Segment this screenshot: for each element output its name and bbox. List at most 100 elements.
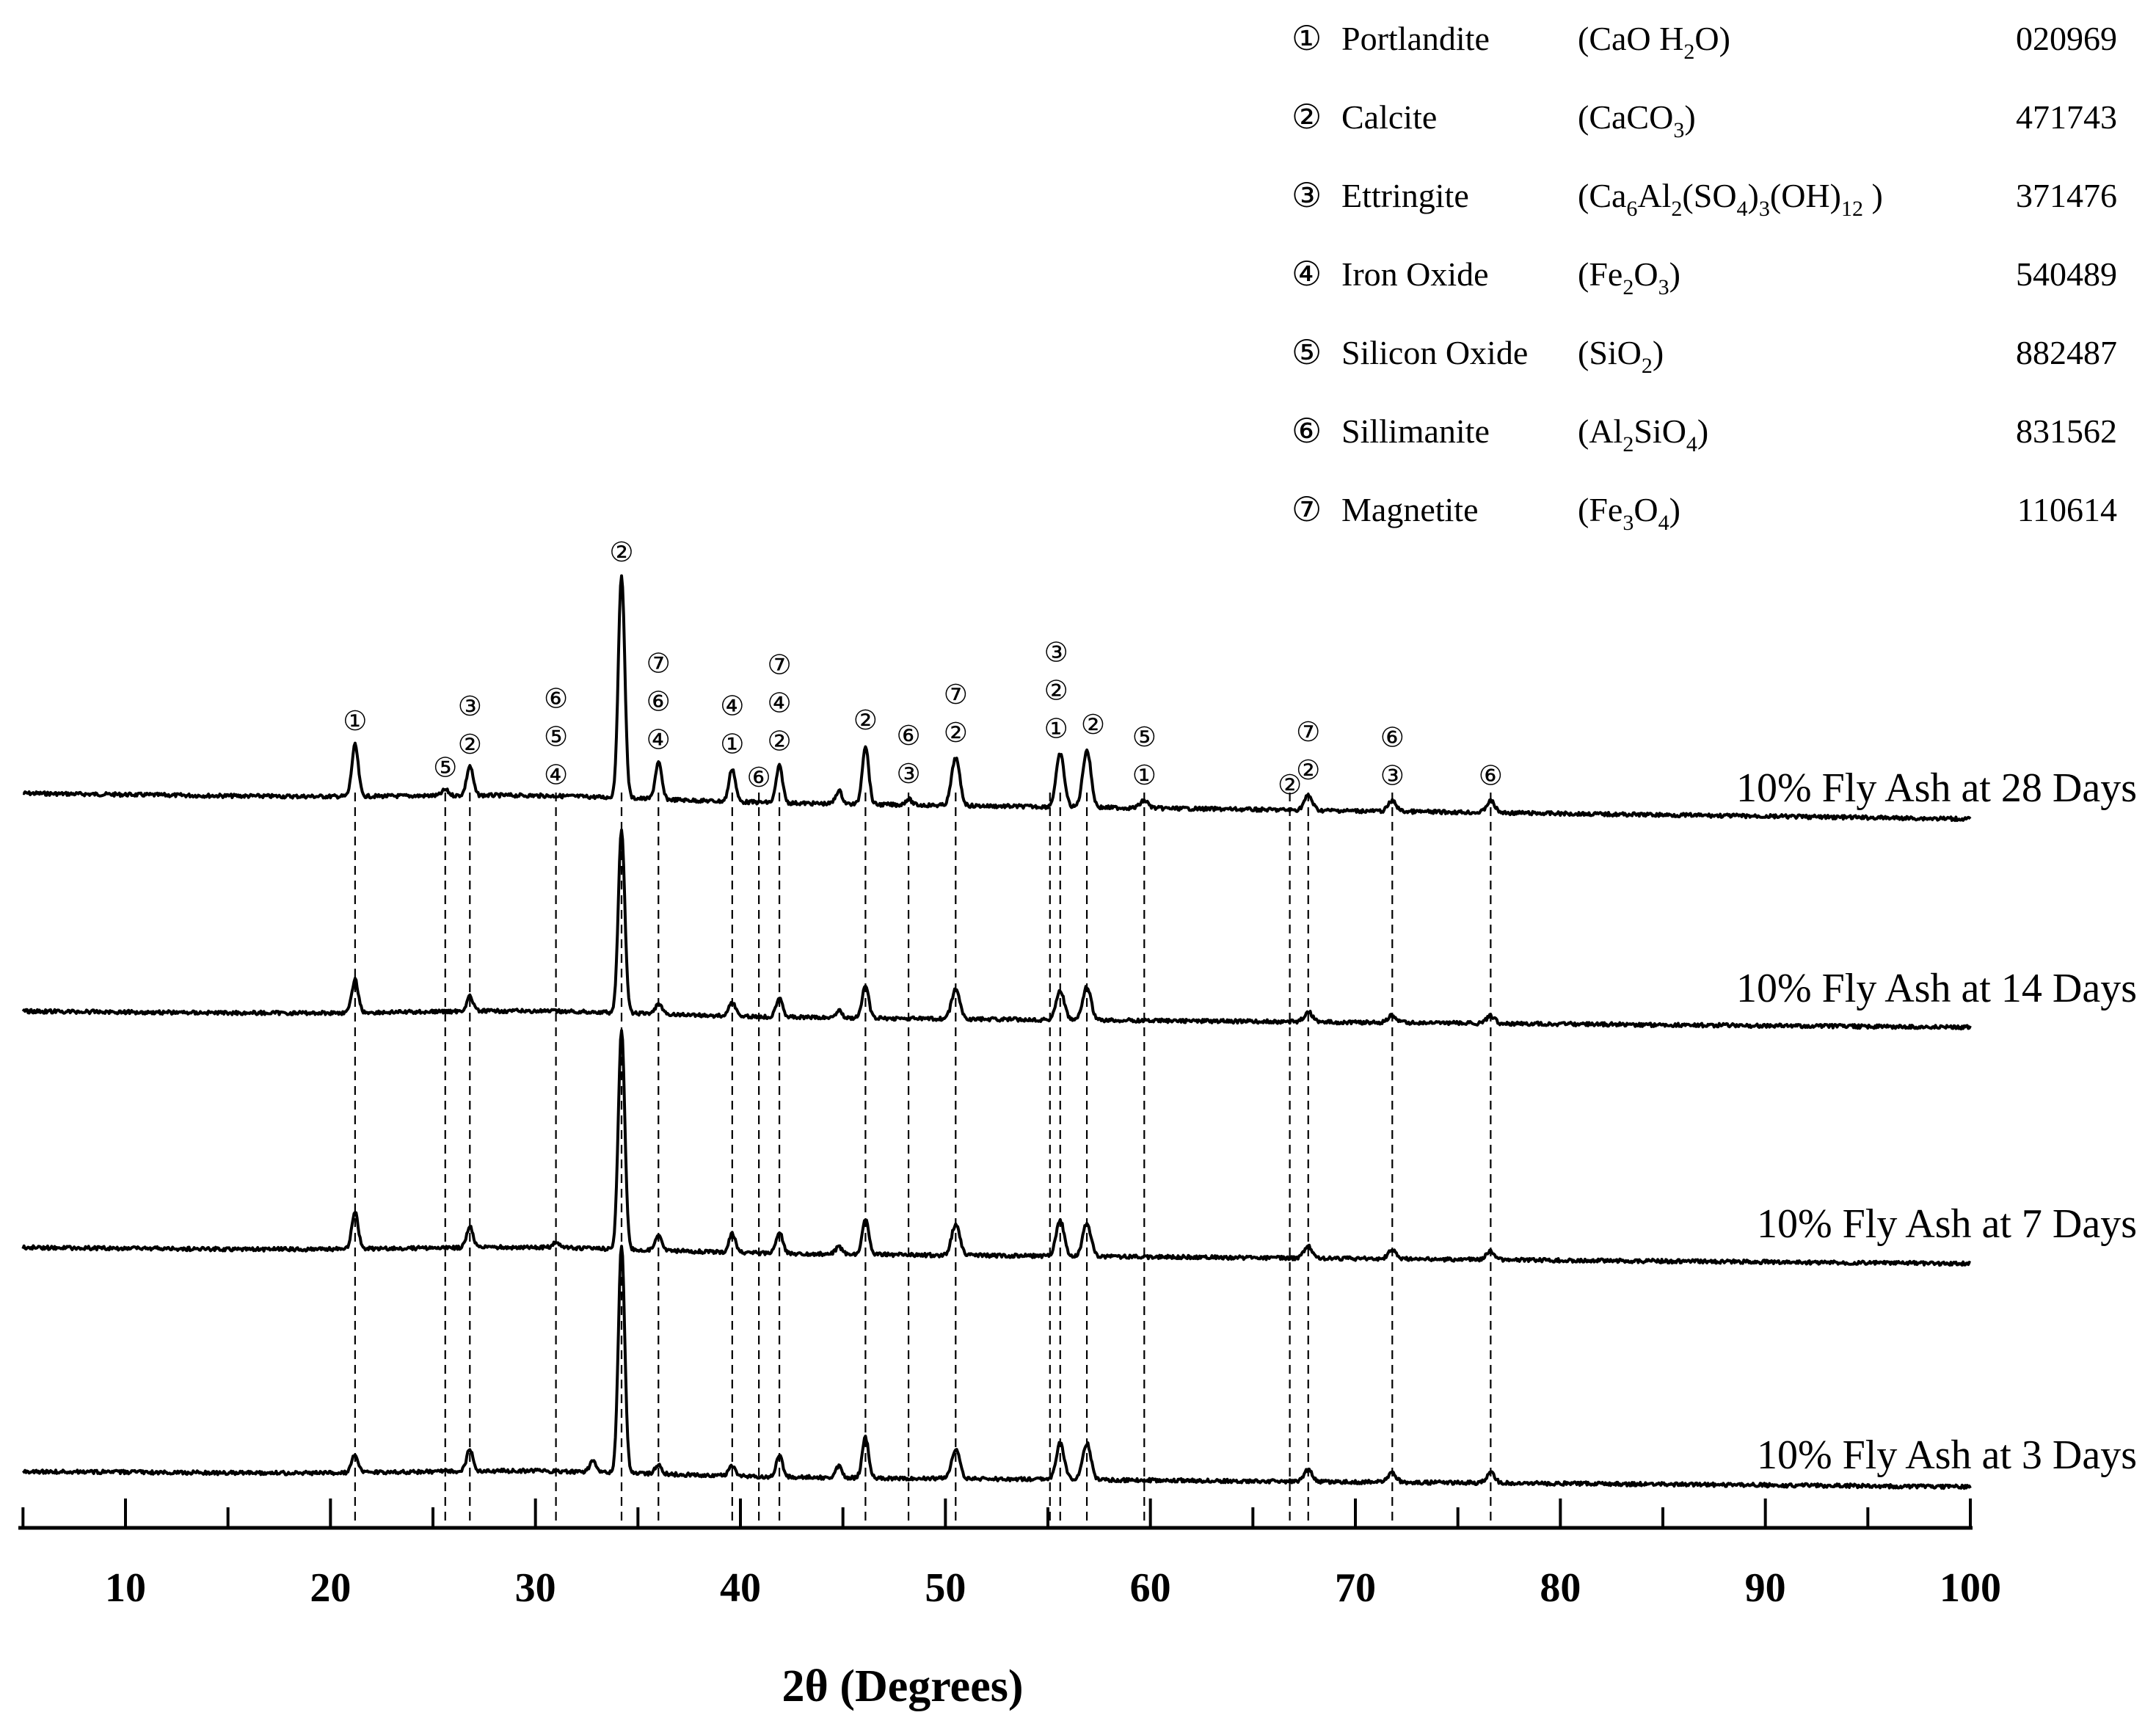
legend-phase-name: Iron Oxide [1341,255,1489,293]
legend-marker: ② [1292,98,1322,136]
legend-code: 471743 [2016,98,2117,136]
formula-part: SiO [1634,412,1686,450]
formula-part: 4 [1686,432,1697,456]
formula-part: (Fe [1578,255,1623,293]
peak-marker: ④ [720,692,744,722]
peak-marker: ③ [458,692,482,722]
peak-marker: ③ [1380,762,1405,792]
legend-phase-name: Silicon Oxide [1341,334,1528,371]
peak-marker: ② [853,706,878,736]
formula-part: (CaCO [1578,98,1673,136]
x-tick-label: 50 [925,1565,966,1611]
x-tick-label: 100 [1940,1565,2001,1611]
peak-marker: ② [609,538,633,568]
series-label: 10% Fly Ash at 28 Days [1736,765,2137,811]
series-label: 10% Fly Ash at 7 Days [1757,1201,2137,1247]
peak-marker: ④ [544,761,568,791]
formula-part: O [1634,491,1658,528]
legend-formula: (Fe2O3) [1578,255,1680,299]
legend-row: ⑦ Magnetite (Fe3O4) 110614 [1292,491,2117,535]
formula-part: 12 [1841,197,1863,221]
peak-marker: ⑤ [1132,723,1157,753]
legend-phase-name: Portlandite [1341,20,1490,57]
formula-part: 4 [1737,197,1748,221]
formula-part: (OH) [1770,177,1841,214]
peak-marker: ④ [767,689,791,719]
legend-code: 831562 [2016,412,2117,450]
formula-part: (SO [1682,177,1736,214]
legend-row: ④ Iron Oxide (Fe2O3) 540489 [1292,255,2117,299]
x-axis: 10 20 30 40 50 60 70 80 90 100 [18,1499,2001,1611]
legend-phase-name: Sillimanite [1341,412,1490,450]
peak-marker: ① [1132,761,1157,791]
peak-marker: ① [720,730,744,760]
legend-formula: (Al2SiO4) [1578,412,1708,456]
peak-marker: ② [1296,756,1320,786]
xrd-pattern-line [21,1029,1972,1267]
legend-marker: ⑦ [1292,491,1322,528]
formula-part: ) [1684,98,1695,136]
peak-marker: ④ [647,725,671,755]
xrd-pattern-line [22,574,1972,823]
legend-formula: (SiO2) [1578,334,1664,378]
peak-marker: ⑥ [1380,724,1405,754]
formula-part: ) [1863,177,1883,214]
formula-part: 3 [1673,118,1684,142]
legend-code: 020969 [2016,20,2117,57]
x-tick-label: 60 [1130,1565,1171,1611]
x-tick-label: 10 [105,1565,146,1611]
legend-row: ① Portlandite (CaO H2O) 020969 [1292,20,2117,64]
peak-marker: ② [1081,710,1105,740]
legend-phase-name: Magnetite [1341,491,1479,528]
peak-marker: ⑦ [647,649,671,679]
peak-marker: ⑥ [647,687,671,717]
peak-marker: ② [1278,771,1302,801]
formula-part: 2 [1642,354,1653,378]
legend-formula: (Fe3O4) [1578,491,1680,535]
formula-part: Al [1637,177,1671,214]
x-tick-label: 80 [1540,1565,1581,1611]
series-label: 10% Fly Ash at 3 Days [1757,1432,2137,1478]
peak-marker: ⑥ [896,721,920,751]
peak-marker: ② [1044,677,1068,707]
formula-part: ) [1653,334,1664,371]
formula-part: 3 [1759,197,1770,221]
formula-part: (Ca [1578,177,1626,214]
legend-marker: ① [1292,20,1322,57]
legend-row: ⑥ Sillimanite (Al2SiO4) 831562 [1292,412,2117,456]
legend-marker: ④ [1292,255,1322,293]
formula-part: (CaO H [1578,20,1683,57]
legend-code: 371476 [2016,177,2117,214]
legend-code: 882487 [2016,334,2117,371]
legend-code: 110614 [2017,491,2117,528]
formula-part: ) [1669,491,1680,528]
peak-marker: ② [944,718,968,749]
legend-formula: (CaCO3) [1578,98,1696,142]
formula-part: ) [1697,412,1708,450]
peak-marker: ① [1044,715,1068,745]
formula-part: 2 [1671,197,1682,221]
xrd-pattern-line [21,829,1972,1031]
legend-phase-name: Ettringite [1341,177,1469,214]
formula-part: 2 [1683,40,1694,64]
diffraction-patterns: 10% Fly Ash at 28 Days 10% Fly Ash at 14 … [21,574,2137,1490]
formula-part: ) [1748,177,1759,214]
legend-row: ③ Ettringite (Ca6Al2(SO4)3(OH)12 ) 371476 [1292,177,2117,221]
formula-part: 4 [1658,511,1669,535]
legend-row: ⑤ Silicon Oxide (SiO2) 882487 [1292,334,2117,378]
formula-part: (Al [1578,412,1623,450]
formula-part: 2 [1623,432,1634,456]
legend-phase-name: Calcite [1341,98,1437,136]
x-tick-label: 90 [1745,1565,1786,1611]
x-axis-title: 2θ (Degrees) [782,1661,1023,1711]
formula-part: 3 [1623,511,1634,535]
peak-marker: ⑦ [944,680,968,710]
peak-marker: ③ [1044,638,1068,669]
peak-marker: ⑥ [1479,761,1503,791]
formula-part: 6 [1626,197,1637,221]
legend-formula: (CaO H2O) [1578,20,1730,64]
legend-marker: ⑤ [1292,334,1322,371]
peak-marker: ① [343,707,367,737]
